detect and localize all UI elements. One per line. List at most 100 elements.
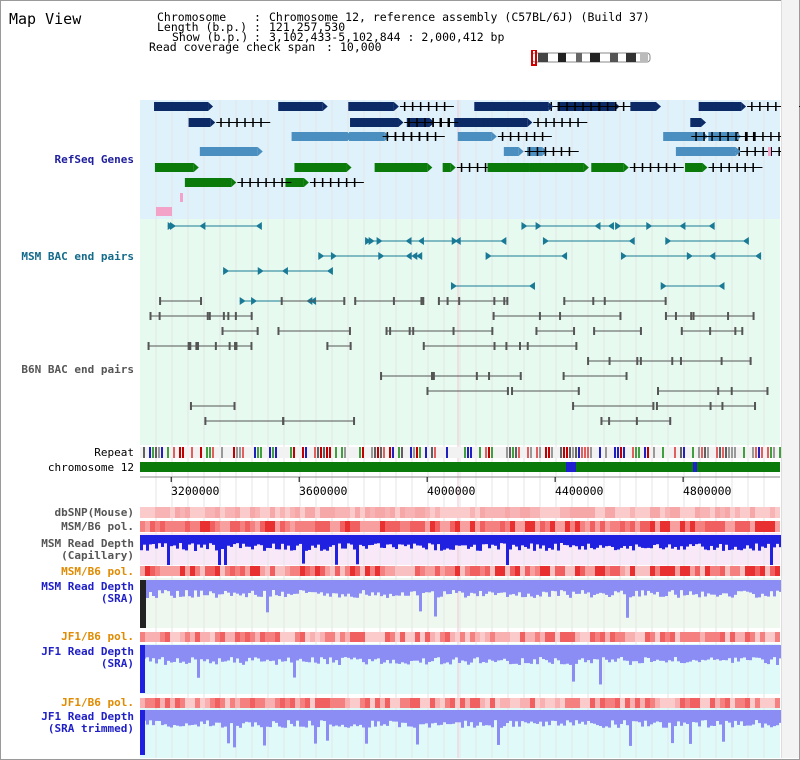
gene-exon-tick <box>418 132 421 141</box>
gene-strand-arrow <box>483 118 489 127</box>
jf1-sra-depth-bar <box>632 645 635 662</box>
msm-sra-depth-bar <box>623 580 626 595</box>
jf1-b6-pol-cell <box>550 632 555 642</box>
msm-sra-depth-bar <box>725 580 728 594</box>
gene-exon-tick <box>770 132 772 141</box>
jf1-sra-depth-bar <box>152 645 155 659</box>
gene-exon-tick <box>432 118 434 127</box>
repeat-element <box>566 447 568 458</box>
jf1-trimmed-depth-bar <box>683 710 686 723</box>
jf1-b6-pol-cell <box>270 698 275 708</box>
msm-sra-depth-bar <box>482 580 485 597</box>
jf1-b6-pol-cell <box>340 698 345 708</box>
jf1-sra-depth-bar <box>725 645 728 661</box>
dbsnp-density-cell <box>545 507 550 518</box>
gene-strand-arrow <box>450 163 456 172</box>
dbsnp-density-cell <box>260 507 265 518</box>
msm-read-depth-sra-sub: (SRA) <box>100 592 134 605</box>
b6n-bac-end-tick <box>519 372 522 380</box>
jf1-sra-depth-bar <box>200 645 203 660</box>
jf1-b6-pol-cell <box>260 632 265 642</box>
msm-b6-pol-cell <box>155 566 160 576</box>
dbsnp-density-cell <box>340 507 345 518</box>
jf1-sra-depth-bar <box>182 645 185 662</box>
msm-b6-pol-cell <box>730 566 735 576</box>
msm-b6-pol-cell <box>625 566 630 576</box>
jf1-trimmed-depth-bar <box>266 710 269 727</box>
jf1-trimmed-depth-bar <box>317 710 320 728</box>
capillary-depth-bar <box>428 535 431 544</box>
repeat-element <box>518 447 520 458</box>
dbsnp-density-cell <box>630 507 635 518</box>
msm-b6-pol-cell <box>410 521 415 532</box>
jf1-b6-pol-cell <box>155 698 160 708</box>
msm-b6-pol-cell <box>455 521 460 532</box>
dbsnp-density-cell <box>430 507 435 518</box>
msm-b6-pol-cell <box>730 521 735 532</box>
jf1-trimmed-depth-bar <box>170 710 173 728</box>
msm-b6-pol-cell <box>325 566 330 576</box>
jf1-b6-pol-cell <box>690 632 695 642</box>
msm-sra-depth-bar <box>509 580 512 595</box>
jf1-b6-pol-cell <box>340 632 345 642</box>
jf1-b6-pol-cell <box>700 698 705 708</box>
jf1-b6-pol-cell <box>165 698 170 708</box>
capillary-depth-bar <box>158 535 161 544</box>
jf1-trimmed-depth-bar <box>281 710 284 728</box>
repeat-element <box>434 447 436 458</box>
jf1-b6-pol-cell <box>475 698 480 708</box>
jf1-b6-pol-cell <box>770 632 775 642</box>
capillary-depth-bar <box>395 535 398 549</box>
jf1-sra-depth-bar <box>386 645 389 661</box>
jf1-trimmed-depth-bar <box>734 710 737 721</box>
jf1-trimmed-depth-bar <box>194 710 197 725</box>
gene-block <box>487 163 530 172</box>
jf1-b6-pol-cell <box>175 632 180 642</box>
jf1-b6-pol-cell <box>660 632 665 642</box>
capillary-depth-bar <box>527 535 530 549</box>
pane-title: Map View <box>9 10 82 28</box>
msm-b6-pol-cell <box>700 566 705 576</box>
jf1-sra-depth-bar <box>698 645 701 663</box>
capillary-depth-bar <box>473 535 476 545</box>
dbsnp-density-cell <box>200 507 205 518</box>
jf1-b6-pol-cell <box>365 632 370 642</box>
vertical-scrollbar[interactable] <box>781 0 799 758</box>
msm-sra-depth-bar <box>437 580 440 598</box>
msm-b6-pol-cell <box>235 566 240 576</box>
jf1-sra-depth-bar <box>428 645 431 662</box>
b6n-bac-end-tick <box>717 387 720 395</box>
repeat-element <box>323 447 325 458</box>
msm-sra-depth-bar <box>320 580 323 593</box>
msm-b6-pol-cell <box>395 521 400 532</box>
jf1-b6-pol-cell <box>215 698 220 708</box>
msm-sra-depth-bar <box>368 580 371 596</box>
msm-b6-pol-cell <box>585 566 590 576</box>
b6n-bac-end-tick <box>518 342 521 350</box>
b6n-bac-end-tick <box>233 402 236 410</box>
gene-exon-tick <box>665 163 668 172</box>
msm-sra-depth-bar <box>533 580 536 598</box>
jf1-sra-depth-bar <box>377 645 380 659</box>
capillary-depth-bar <box>509 535 512 550</box>
jf1-trimmed-depth-bar <box>191 710 194 725</box>
msm-b6-pol-cell <box>500 521 505 532</box>
msm-b6-pol-cell <box>320 521 325 532</box>
jf1-b6-pol-cell <box>465 632 470 642</box>
msm-b6-pol-cell <box>345 566 350 576</box>
jf1-sra-depth-bar <box>704 645 707 661</box>
capillary-depth-bar <box>482 535 485 545</box>
capillary-depth-bar <box>674 535 677 547</box>
capillary-depth-bar <box>434 535 437 551</box>
msm-b6-pol-cell <box>290 566 295 576</box>
msm-b6-pol-cell <box>235 521 240 532</box>
gene-exon-tick <box>614 102 617 111</box>
msm-b6-pol-cell <box>420 521 425 532</box>
b6n-bac-end-tick <box>692 312 695 320</box>
jf1-sra-depth-bar <box>482 645 485 663</box>
repeat-element <box>488 447 490 458</box>
jf1-trimmed-depth-bar <box>275 710 278 723</box>
jf1-b6-pol-cell <box>605 698 610 708</box>
msm-sra-depth-bar <box>707 580 710 594</box>
capillary-depth-bar <box>347 535 350 544</box>
